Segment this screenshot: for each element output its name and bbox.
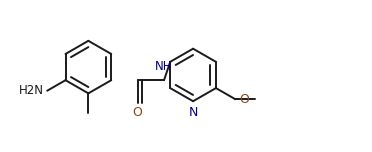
Text: NH: NH [155,60,173,73]
Text: N: N [188,106,198,119]
Text: O: O [239,93,249,106]
Text: O: O [133,107,142,119]
Text: H2N: H2N [19,84,44,97]
